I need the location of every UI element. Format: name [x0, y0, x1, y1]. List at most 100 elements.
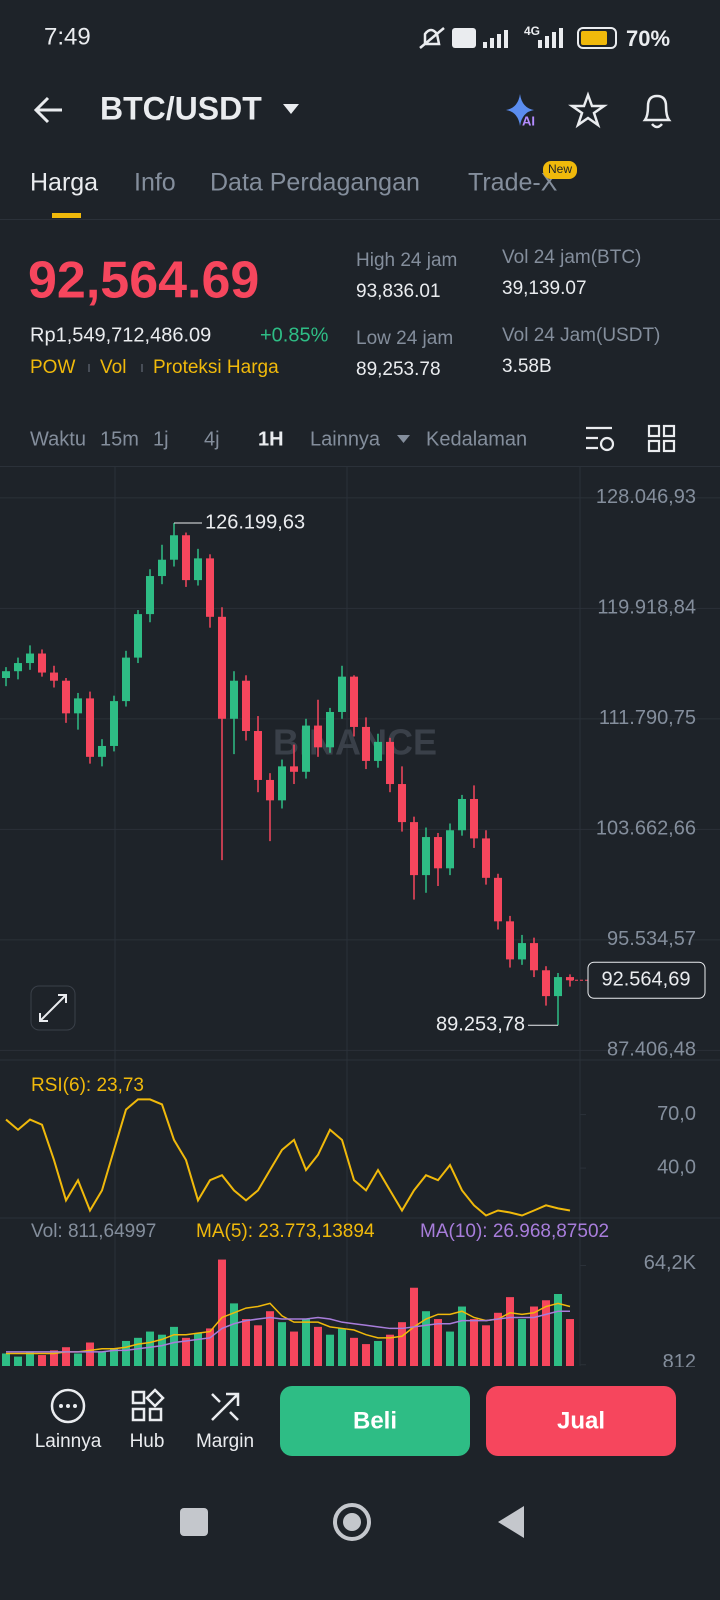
timeframe-more[interactable]: Lainnya: [310, 428, 381, 450]
candle-body: [218, 616, 226, 719]
candle-body: [446, 830, 454, 869]
volume-bar: [158, 1334, 166, 1366]
volume-bar: [362, 1344, 370, 1366]
indicator-settings[interactable]: [586, 426, 615, 452]
fiat-price: Rp1,549,712,486.09: [30, 324, 211, 346]
volume-bar: [146, 1331, 154, 1366]
timeframe-active[interactable]: 1H: [258, 428, 284, 450]
timeframe[interactable]: 1j: [153, 428, 169, 450]
favorite-button[interactable]: [568, 91, 608, 129]
indicator-title: RSI(6): 23,73: [31, 1075, 144, 1096]
ai-icon[interactable]: [506, 94, 534, 126]
candle-body: [230, 680, 238, 719]
candle-body: [398, 784, 406, 823]
timeframe-label: Waktu: [30, 428, 86, 450]
volume-bar: [218, 1259, 226, 1366]
timeframe[interactable]: 4j: [204, 428, 220, 450]
tab[interactable]: Info: [134, 169, 176, 197]
layout-button[interactable]: [647, 424, 676, 453]
candle-body: [374, 741, 382, 761]
candle-body: [50, 672, 58, 681]
volume-legend: MA(5): 23.773,13894: [196, 1221, 375, 1242]
volume-bar: [434, 1319, 442, 1366]
volume-bar: [566, 1319, 574, 1366]
volume-bar: [230, 1303, 238, 1366]
more-icon[interactable]: [50, 1388, 86, 1424]
candle-body: [386, 741, 394, 785]
alert-button[interactable]: [642, 94, 672, 129]
nav-home[interactable]: [333, 1503, 371, 1541]
tag[interactable]: Proteksi Harga: [153, 357, 279, 378]
sell-button[interactable]: [486, 1386, 676, 1456]
tag[interactable]: Vol: [100, 357, 126, 378]
tab[interactable]: Trade-X: [468, 169, 558, 197]
volume-legend: Vol: 811,64997: [31, 1221, 156, 1242]
candle-body: [122, 657, 130, 702]
buy-button[interactable]: [280, 1386, 470, 1456]
bottom-label[interactable]: Lainnya: [35, 1431, 102, 1452]
volume-bar: [422, 1311, 430, 1366]
chart-layer: 128.046,93 119.918,84 111.790,75 103.662,66…: [0, 486, 720, 1373]
more-dots: [59, 1404, 77, 1408]
status-time: 7:49: [44, 23, 91, 50]
candle-body: [290, 766, 298, 772]
nav-home-dot: [343, 1513, 361, 1531]
volume-bar: [86, 1342, 94, 1366]
tab-active[interactable]: Harga: [30, 169, 98, 197]
candle-body: [146, 576, 154, 615]
bottom-label[interactable]: Hub: [130, 1431, 165, 1452]
y-tick-label: 40,0: [657, 1156, 696, 1178]
stat-value: 3.58B: [502, 356, 552, 377]
tab[interactable]: Data Perdagangan: [210, 169, 420, 197]
stat-value: 39,139.07: [502, 278, 587, 299]
back-button[interactable]: [33, 96, 62, 124]
candle-body: [110, 701, 118, 746]
volume-bar: [2, 1353, 10, 1366]
more-dropdown[interactable]: [397, 435, 410, 443]
volte-icon: [452, 28, 476, 48]
last-price: 92,564.69: [28, 252, 259, 310]
y-tick-label: 128.046,93: [596, 486, 696, 508]
nav-recents[interactable]: [180, 1508, 208, 1536]
volume-bar: [506, 1297, 514, 1366]
volume-bar: [170, 1326, 178, 1366]
candle-body: [338, 676, 346, 712]
volume-bar: [278, 1322, 286, 1366]
watermark: BINANCE: [273, 722, 437, 763]
current-price-box: [587, 961, 706, 999]
volume-bar: [38, 1355, 46, 1366]
candle-body: [2, 671, 10, 678]
candle-body: [362, 726, 370, 761]
pair-title[interactable]: BTC/USDT: [100, 90, 262, 126]
candle-body: [566, 977, 574, 981]
divider: [0, 466, 720, 467]
buy-label: Beli: [353, 1407, 397, 1434]
candle-body: [194, 558, 202, 581]
candle-body: [134, 614, 142, 658]
timeframe[interactable]: 15m: [100, 428, 139, 450]
nav-back[interactable]: [498, 1506, 524, 1538]
volume-bar: [134, 1337, 142, 1366]
bottom-label[interactable]: Margin: [196, 1431, 254, 1452]
tag[interactable]: POW: [30, 357, 75, 378]
candle-body: [206, 558, 214, 617]
y-tick-label: 95.534,57: [607, 928, 696, 950]
stat-label: Low 24 jam: [356, 328, 453, 349]
volume-legend: MA(10): 26.968,87502: [420, 1221, 609, 1242]
tab-indicator: [52, 213, 81, 218]
depth-tab[interactable]: Kedalaman: [426, 428, 527, 450]
margin-icon[interactable]: [211, 1392, 240, 1421]
candle-body: [458, 798, 466, 831]
hub-icon[interactable]: [131, 1388, 165, 1422]
volume-bar: [518, 1319, 526, 1366]
candle-body: [494, 877, 502, 922]
candle-body: [38, 653, 46, 673]
signal-icon: [483, 28, 563, 48]
volume-bar: [386, 1334, 394, 1366]
pair-dropdown[interactable]: [283, 104, 299, 114]
candle-body: [470, 798, 478, 839]
volume-bar: [74, 1353, 82, 1366]
stat-value: 93,836.01: [356, 281, 441, 302]
candle-body: [482, 838, 490, 878]
